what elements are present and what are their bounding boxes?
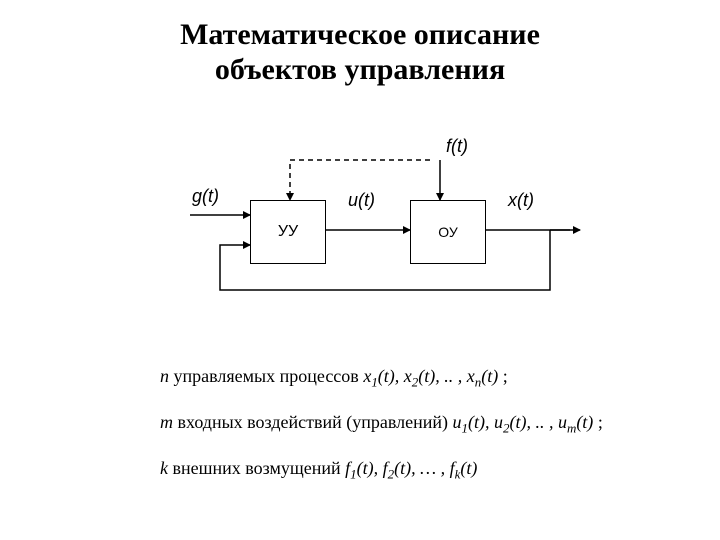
- signal-label-f: f(t): [446, 136, 468, 157]
- control-block-diagram: УУ ОУ g(t) u(t) x(t) f(t): [150, 130, 590, 330]
- block-uu-label: УУ: [278, 223, 298, 241]
- signal-label-u: u(t): [348, 190, 375, 211]
- title-line2: объектов управления: [0, 53, 720, 88]
- block-ou-label: ОУ: [438, 224, 457, 240]
- page-title: Математическое описание объектов управле…: [0, 0, 720, 87]
- signal-label-g: g(t): [192, 186, 219, 207]
- block-uu: УУ: [250, 200, 326, 264]
- definitions-list: n управляемых процессов x1(t), x2(t), ..…: [160, 366, 603, 504]
- block-ou: ОУ: [410, 200, 486, 264]
- signal-label-x: x(t): [508, 190, 534, 211]
- definition-line: n управляемых процессов x1(t), x2(t), ..…: [160, 366, 603, 390]
- title-line1: Математическое описание: [0, 18, 720, 53]
- definition-line: m входных воздействий (управлений) u1(t)…: [160, 412, 603, 436]
- diagram-edges: [150, 130, 590, 330]
- definition-line: k внешних возмущений f1(t), f2(t), … , f…: [160, 458, 603, 482]
